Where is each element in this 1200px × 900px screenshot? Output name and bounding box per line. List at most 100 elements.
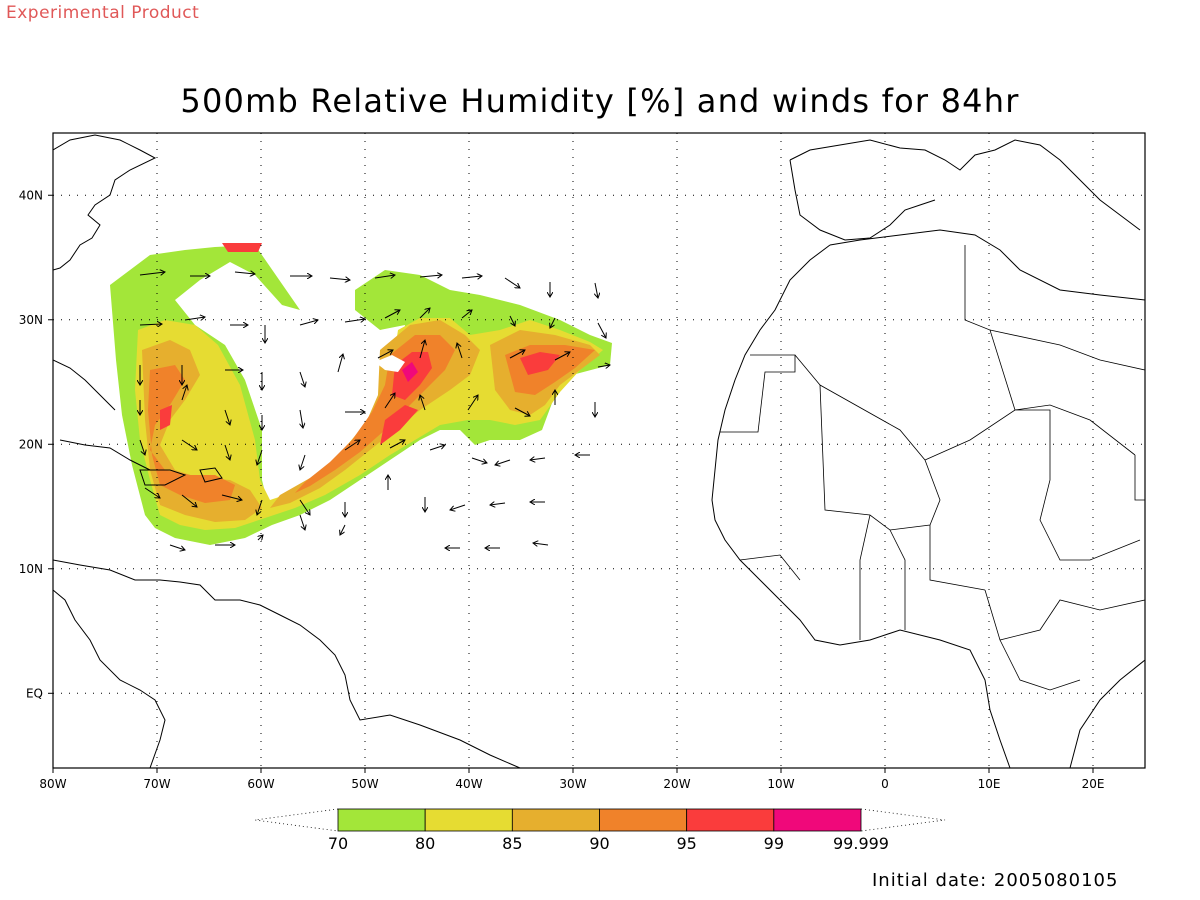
map-title: 500mb Relative Humidity [%] and winds fo…	[180, 82, 1020, 120]
wind-arrow	[419, 275, 442, 277]
border-lines	[720, 245, 1145, 691]
wind-arrow	[384, 393, 395, 409]
wind-vectors	[140, 272, 610, 550]
wind-arrow	[337, 354, 343, 373]
wind-arrow	[344, 319, 365, 322]
wind-arrow	[530, 458, 546, 460]
colorbar-label: 99.999	[833, 834, 889, 853]
colorbar-swatch	[424, 808, 513, 832]
wind-arrow	[509, 350, 525, 359]
wind-arrow	[300, 454, 306, 470]
wind-arrow	[139, 324, 162, 325]
humidity-region-90	[148, 335, 595, 503]
colorbar: 70 80 85 90 95 99 99.999	[254, 808, 946, 853]
wind-arrow	[450, 504, 466, 510]
lon-tick-label: 60W	[247, 777, 274, 791]
colorbar-swatch	[773, 808, 862, 832]
wind-arrow	[533, 543, 549, 545]
wind-arrow	[181, 439, 197, 450]
wind-arrow	[340, 524, 346, 535]
wind-arrow	[384, 310, 400, 319]
wind-arrow	[495, 459, 511, 465]
wind-arrow	[595, 282, 598, 298]
wind-arrow	[144, 487, 160, 498]
humidity-shading	[110, 243, 612, 545]
wind-arrow	[300, 409, 303, 428]
lon-tick-label: 40W	[455, 777, 482, 791]
coast-europe	[789, 139, 1141, 241]
coast-africa-east	[1069, 659, 1145, 768]
lon-tick-label: 80W	[39, 777, 66, 791]
wind-arrow	[419, 340, 425, 359]
experimental-product-label: Experimental Product	[6, 3, 200, 23]
wind-arrow	[329, 278, 350, 280]
lat-tick-label: 30N	[19, 313, 43, 327]
wind-arrow	[419, 308, 430, 319]
wind-arrow	[181, 494, 197, 507]
wind-arrow	[299, 320, 318, 326]
coast-south-america	[53, 559, 521, 768]
wind-arrow	[597, 322, 606, 338]
wind-arrow	[514, 407, 530, 416]
map-frame	[52, 132, 1146, 769]
wind-arrow	[490, 503, 506, 505]
wind-arrow	[429, 445, 445, 451]
wind-arrow	[509, 315, 515, 326]
wind-arrow	[504, 277, 520, 288]
wind-arrow	[299, 371, 305, 387]
wind-arrow	[299, 514, 305, 530]
colorbar-label: 90	[589, 834, 609, 853]
lon-tick-label: 50W	[351, 777, 378, 791]
coast-central-america	[53, 589, 166, 768]
wind-arrow	[377, 350, 393, 359]
wind-arrow	[457, 343, 463, 359]
wind-arrow	[550, 317, 556, 328]
lat-tick-label: 20N	[19, 437, 43, 451]
colorbar-label: 85	[502, 834, 522, 853]
wind-arrow	[344, 440, 360, 451]
wind-arrow	[234, 272, 255, 274]
humidity-region-99	[402, 362, 418, 382]
colorbar-label: 95	[676, 834, 696, 853]
wind-arrow	[299, 499, 310, 515]
lat-tick-label: EQ	[26, 686, 43, 700]
lon-tick-label: 30W	[559, 777, 586, 791]
lon-tick-label: 20W	[663, 777, 690, 791]
colorbar-swatch	[511, 808, 600, 832]
wind-arrow	[139, 272, 165, 275]
lon-tick-label: 10E	[978, 777, 1001, 791]
wind-arrow	[169, 544, 185, 550]
wind-arrow	[258, 535, 263, 540]
colorbar-right-extension	[860, 808, 946, 832]
wind-arrow	[420, 395, 426, 411]
colorbar-label: 70	[328, 834, 348, 853]
lon-tick-label: 70W	[143, 777, 170, 791]
wind-arrow	[471, 457, 487, 463]
coastlines	[53, 134, 1145, 768]
colorbar-swatch	[686, 808, 775, 832]
wind-arrow	[597, 365, 610, 367]
initial-date: Initial date: 2005080105	[872, 870, 1119, 891]
axis-ticks: 80W 70W 60W 50W 40W 30W 20W 10W 0 10E 20E EQ 10N 20N 3…	[19, 188, 1105, 791]
wind-arrow	[181, 385, 187, 401]
lon-tick-label: 10W	[767, 777, 794, 791]
colorbar-label: 80	[415, 834, 435, 853]
wind-arrow	[461, 276, 482, 278]
wind-arrow	[389, 440, 405, 449]
colorbar-swatch	[599, 808, 688, 832]
wind-arrow	[257, 449, 263, 465]
country-borders	[720, 245, 1145, 691]
wind-arrow	[467, 395, 478, 411]
coast-north-america	[53, 134, 157, 271]
wind-arrow	[374, 275, 395, 278]
coast-africa	[711, 229, 1145, 768]
lon-tick-label: 0	[881, 777, 889, 791]
colorbar-swatch	[337, 808, 426, 832]
wind-arrow	[184, 317, 205, 320]
wind-arrow	[224, 409, 230, 425]
wind-arrow	[257, 499, 263, 515]
wind-arrow	[224, 444, 230, 460]
wind-arrow	[221, 494, 242, 500]
wind-arrow	[461, 310, 472, 319]
